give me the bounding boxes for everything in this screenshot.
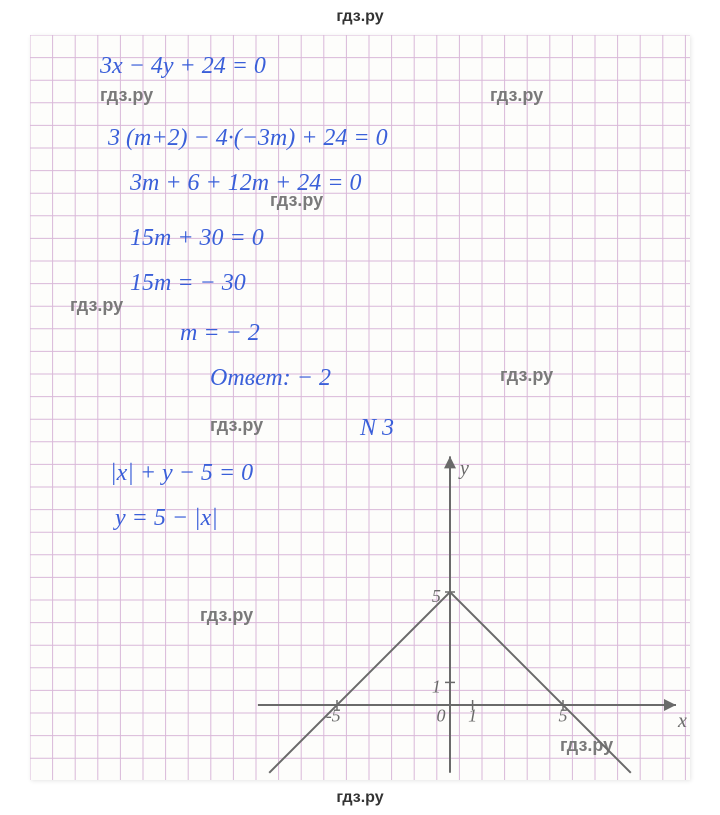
header-title: гдз.ру bbox=[336, 8, 383, 25]
absolute-value-chart: xy015-515 bbox=[30, 35, 690, 780]
svg-text:x: x bbox=[677, 710, 687, 732]
footer-title: гдз.ру bbox=[336, 789, 383, 806]
page-header: гдз.ру bbox=[0, 8, 720, 26]
svg-text:0: 0 bbox=[436, 706, 445, 726]
svg-text:1: 1 bbox=[468, 706, 477, 726]
svg-text:y: y bbox=[458, 457, 469, 479]
notebook-paper: 3x − 4y + 24 = 03 (m+2) − 4·(−3m) + 24 =… bbox=[30, 35, 690, 780]
svg-text:1: 1 bbox=[432, 676, 441, 696]
page-footer: гдз.ру bbox=[0, 789, 720, 807]
